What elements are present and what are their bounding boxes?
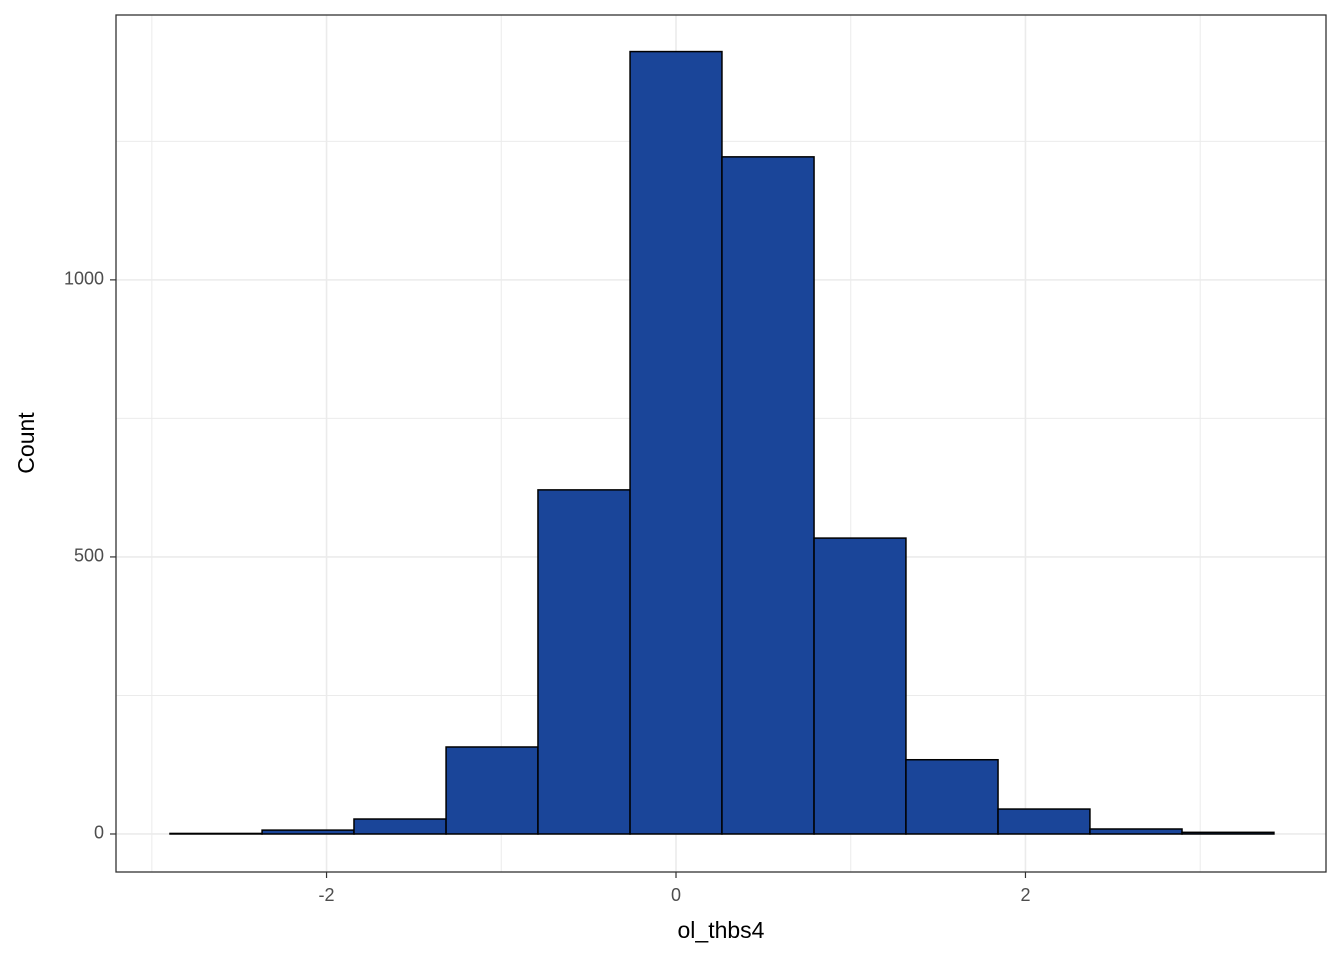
bar	[1089, 828, 1183, 835]
bar	[445, 746, 539, 835]
bar	[997, 808, 1091, 835]
x-axis-title: ol_thbs4	[678, 917, 765, 943]
bar	[169, 832, 263, 835]
bar	[905, 758, 999, 835]
x-tick-label: 2	[1020, 885, 1030, 905]
bar	[813, 537, 907, 835]
bar	[261, 829, 355, 835]
bar	[1181, 831, 1275, 835]
bar	[629, 50, 723, 835]
bar	[353, 818, 447, 835]
plot-border	[115, 14, 1327, 873]
bar	[721, 156, 815, 835]
x-tick-label: 0	[671, 885, 681, 905]
y-tick-label: 1000	[64, 269, 104, 289]
x-tick-label: -2	[319, 885, 335, 905]
bar	[537, 489, 631, 835]
y-axis-title: Count	[13, 412, 39, 474]
y-tick-label: 500	[74, 546, 104, 566]
y-tick-label: 0	[94, 823, 104, 843]
